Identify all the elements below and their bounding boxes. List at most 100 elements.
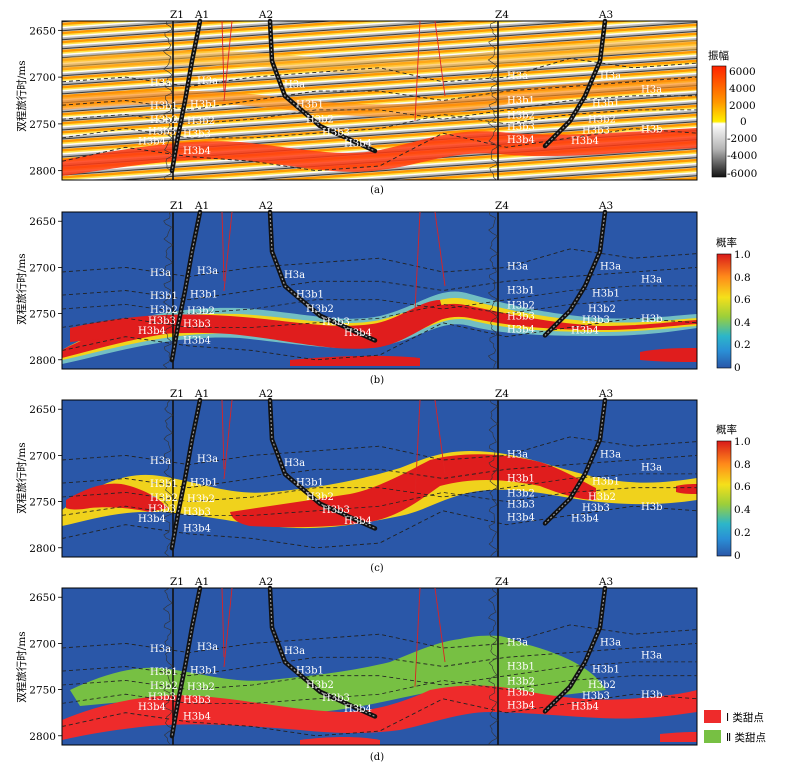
horizon-label-h3a: H3a (641, 650, 662, 661)
horizon-line-secondary (61, 661, 697, 691)
y-tick-label: 2650 (29, 25, 56, 37)
well-name-a2: A2 (258, 9, 273, 21)
colorbar-c-ticks: 1.0 0.8 0.6 0.4 0.2 0 (734, 436, 751, 562)
y-tick-label: 2750 (29, 309, 56, 321)
horizon-label-h3b3: H3b3 (322, 505, 350, 516)
horizon-label-h3a: H3a (284, 458, 305, 469)
horizon-label-h3b3: H3b3 (183, 129, 211, 140)
fault-line (223, 587, 233, 668)
horizon-label-h3b3: H3b3 (582, 315, 610, 326)
horizon-label-h3b3: H3b3 (507, 122, 535, 133)
legend-label-type1: Ⅰ 类甜点 (726, 711, 764, 724)
horizon-label-h3a: H3a (507, 638, 528, 649)
colorbar-b-tick-4: 0.2 (734, 339, 751, 351)
horizon-label-h3b2: H3b2 (306, 114, 334, 125)
prob-b-red-right (640, 348, 697, 362)
well-log-curve (162, 20, 174, 181)
well-name-z1: Z1 (170, 9, 184, 21)
well-log-curve (487, 211, 499, 369)
well-name-a3: A3 (598, 9, 613, 21)
fault-line (414, 399, 421, 499)
horizon-label-h3a: H3a (284, 270, 305, 281)
horizon-label-h3b3: H3b3 (322, 693, 350, 704)
horizon-label-h3b2: H3b2 (187, 306, 215, 317)
y-tick-label: 2700 (29, 638, 56, 650)
horizon-label-h3b1: H3b1 (296, 477, 324, 488)
horizon-label-h3b4: H3b4 (183, 335, 211, 346)
y-axis-titles: 双程旅行时/ms 双程旅行时/ms 双程旅行时/ms 双程旅行时/ms (15, 60, 28, 702)
colorbar-a-tick-4: -2000 (727, 133, 757, 145)
well-log-curve (162, 211, 174, 369)
y-tick-label: 2750 (29, 497, 56, 509)
legend-d: Ⅰ 类甜点 Ⅱ 类甜点 (704, 710, 766, 744)
horizon-label-h3b4: H3b4 (183, 523, 211, 534)
horizon-label-h3b3: H3b3 (322, 127, 350, 138)
colorbar-a-title: 振幅 (708, 49, 729, 62)
fault-line (221, 587, 225, 658)
horizon-label-h3b2: H3b2 (187, 116, 215, 127)
horizon-label-h3b1: H3b1 (296, 99, 324, 110)
y-axis-title-b: 双程旅行时/ms (15, 253, 28, 324)
panel-d-frame (61, 587, 698, 746)
well-name-z4: Z4 (495, 576, 509, 588)
colorbar-a-tick-1: 4000 (729, 83, 756, 95)
colorbar-c-tick-1: 0.8 (734, 459, 751, 471)
horizon-label-h3b4: H3b4 (183, 146, 211, 157)
colorbar-b-tick-2: 0.6 (734, 294, 751, 306)
horizon-label-h3b4: H3b4 (138, 702, 166, 713)
horizon-line-h3b4 (61, 505, 698, 549)
colorbar-b-title: 概率 (716, 236, 737, 249)
horizon-label-h3b4: H3b4 (344, 516, 372, 527)
well-trajectory-a3 (542, 18, 608, 149)
horizon-label-h3b4: H3b4 (183, 711, 211, 722)
y-axis-title-a: 双程旅行时/ms (15, 60, 28, 131)
horizon-label-h3b3: H3b3 (183, 695, 211, 706)
colorbar-a-tick-3: 0 (740, 116, 747, 128)
horizon-label-h3b2: H3b2 (588, 114, 616, 125)
well-log-curve (269, 20, 376, 152)
well-log-curve (544, 399, 606, 524)
horizon-label-h3b2: H3b2 (150, 681, 178, 692)
horizon-line-h3a (61, 248, 698, 278)
fault-line (221, 20, 225, 92)
horizon-label-h3b2: H3b2 (306, 492, 334, 503)
fault-line (434, 587, 446, 663)
well-log-curve (544, 211, 606, 336)
fault-line (221, 211, 225, 282)
colorbar-a (711, 65, 727, 178)
well-log-curve (544, 587, 606, 712)
horizon-label-h3b1: H3b1 (507, 474, 535, 485)
panel-b-frame (61, 211, 698, 370)
well-name-z1: Z1 (170, 388, 184, 400)
horizon-line-h3b4 (61, 317, 698, 361)
horizon-label-h3a: H3a (600, 262, 621, 273)
horizon-label-h3b2: H3b2 (150, 305, 178, 316)
well-log-curve (171, 399, 201, 549)
horizon-label-h3a: H3a (507, 71, 528, 82)
horizon-label-h3b1: H3b1 (592, 98, 620, 109)
horizon-label-h3b4: H3b4 (507, 512, 535, 523)
horizon-label-h3b1: H3b1 (507, 96, 535, 107)
horizon-label-h3b3: H3b3 (148, 316, 176, 327)
colorbar-c-tick-0: 1.0 (734, 436, 751, 448)
horizon-label-h3b2: H3b2 (588, 304, 616, 315)
horizon-label-h3b4: H3b4 (138, 137, 166, 148)
well-log-curve (488, 399, 499, 557)
colorbar-a-tick-0: 6000 (729, 66, 756, 78)
fault-line (223, 211, 233, 292)
legend-swatch-type1 (704, 710, 721, 723)
panel-b-overlay: 2650 2700 2750 2800 H3a H3a H3a H3a H3a H3a H3b1 H3… (29, 200, 698, 369)
well-name-z4: Z4 (495, 200, 509, 212)
colorbar-c-tick-2: 0.6 (734, 481, 751, 493)
colorbar-b-ticks: 1.0 0.8 0.6 0.4 0.2 0 (734, 249, 751, 374)
horizon-label-h3b1: H3b1 (296, 665, 324, 676)
horizon-label-h3b1: H3b1 (150, 101, 178, 112)
well-name-a2: A2 (258, 576, 273, 588)
horizon-label-h3b3: H3b3 (183, 507, 211, 518)
panel-a-frame (61, 20, 698, 181)
colorbar-b-tick-1: 0.8 (734, 272, 751, 284)
horizon-label-h3b: H3b (641, 314, 662, 325)
horizon-line-h3a (61, 436, 698, 466)
horizon-label-h3a: H3a (150, 456, 171, 467)
